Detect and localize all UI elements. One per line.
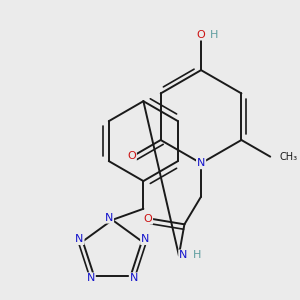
- Text: N: N: [197, 158, 205, 168]
- Text: N: N: [75, 234, 84, 244]
- Text: N: N: [86, 273, 95, 283]
- Text: N: N: [105, 213, 113, 223]
- Text: O: O: [127, 151, 136, 160]
- Text: N: N: [179, 250, 188, 260]
- Text: CH₃: CH₃: [279, 152, 297, 162]
- Text: O: O: [143, 214, 152, 224]
- Text: H: H: [192, 250, 201, 260]
- Text: H: H: [210, 30, 219, 40]
- Text: N: N: [141, 234, 149, 244]
- Text: O: O: [197, 30, 206, 40]
- Text: N: N: [130, 273, 138, 283]
